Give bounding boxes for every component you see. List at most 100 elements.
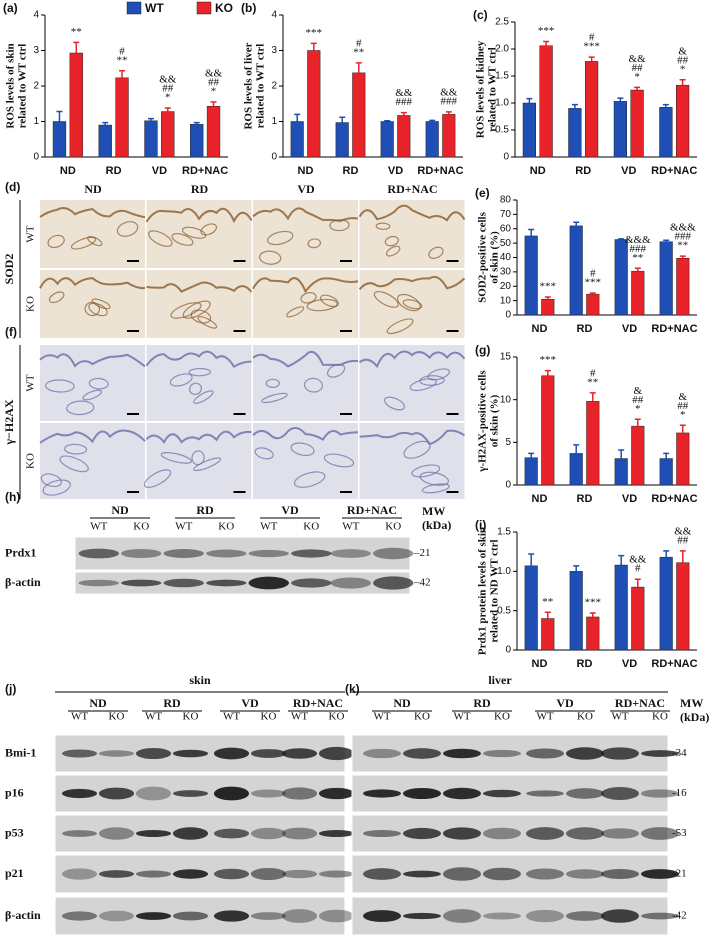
bar	[614, 458, 628, 486]
follicle	[59, 455, 89, 473]
y-tick-label: 2.5	[495, 17, 509, 28]
follicle	[261, 392, 288, 404]
lane-label: KO	[261, 711, 277, 723]
follicle	[300, 292, 317, 304]
bar	[614, 239, 628, 316]
follicle	[286, 306, 305, 318]
follicle	[402, 299, 423, 310]
error-bar	[429, 119, 436, 122]
bar	[352, 72, 366, 158]
blot-band	[318, 829, 355, 838]
mw-title: (kDa)	[680, 710, 709, 724]
lane-label: KO	[385, 521, 401, 533]
blot-band	[213, 828, 250, 839]
blot-band	[98, 827, 135, 840]
mw-label: -21	[672, 868, 687, 880]
blot-band	[135, 830, 172, 837]
x-tick-label: VD	[152, 165, 167, 177]
panel-label: (e)	[475, 186, 490, 200]
blot-band	[172, 869, 209, 879]
bar	[569, 453, 583, 486]
significance-label: &&	[629, 53, 647, 65]
error-bar	[528, 553, 535, 566]
blot-band	[483, 749, 521, 758]
error-bar	[663, 550, 670, 558]
tissue-edge	[146, 281, 253, 293]
blot-band	[248, 549, 289, 558]
x-tick-label: VD	[621, 165, 636, 177]
error-bar	[634, 578, 641, 588]
mw-label: –21	[413, 547, 431, 559]
blot-band	[61, 868, 98, 880]
blot-band	[483, 867, 521, 881]
bar	[659, 241, 673, 316]
x-tick-label: ND	[60, 165, 76, 177]
significance-label: &&&	[670, 222, 696, 234]
x-tick-label: RD	[577, 323, 593, 335]
panel-label: (h)	[5, 490, 20, 504]
row-label: KO	[25, 453, 37, 469]
blot-band	[641, 869, 679, 879]
y-axis-label: related to ND WT ctrl	[489, 539, 501, 642]
follicle	[171, 233, 194, 246]
tissue-edge	[252, 207, 359, 223]
significance-label: *	[634, 71, 640, 83]
blot-band	[250, 867, 287, 881]
blot-band	[281, 869, 318, 879]
significance-label: &	[679, 391, 688, 403]
row-label: WT	[25, 374, 37, 391]
error-bar	[618, 449, 625, 459]
micrograph	[253, 345, 358, 421]
y-tick-label: 80	[500, 195, 512, 206]
blot-band	[135, 870, 172, 878]
error-bar	[210, 101, 217, 107]
bar	[631, 586, 645, 651]
panel-label: (f)	[5, 325, 17, 339]
tissue-edge	[39, 353, 146, 368]
blot-band	[403, 827, 441, 840]
group-label: ND	[393, 696, 411, 710]
significance-label: &&	[395, 87, 413, 99]
blot-band	[330, 549, 371, 558]
error-bar	[679, 255, 686, 259]
blot-band	[566, 869, 604, 879]
follicle	[375, 222, 391, 230]
significance-label: ##	[162, 83, 174, 95]
error-bar	[589, 392, 596, 402]
panel-label: (i)	[475, 518, 486, 532]
x-tick-label: RD	[575, 165, 591, 177]
significance-label: *	[635, 403, 641, 415]
significance-label: ##	[677, 534, 689, 546]
panel-label: (k)	[345, 682, 360, 696]
bar	[613, 101, 628, 158]
follicle	[267, 230, 294, 246]
y-tick-label: 3	[33, 45, 39, 56]
micrograph	[146, 345, 252, 421]
follicle	[84, 301, 101, 317]
micrograph	[253, 200, 358, 268]
blot-band	[373, 547, 414, 560]
lane-label: KO	[183, 711, 199, 723]
follicle	[384, 235, 399, 247]
lane-label: KO	[109, 711, 125, 723]
y-tick-label: 0	[505, 310, 511, 321]
lane-label: WT	[260, 521, 277, 533]
group-label: RD+NAC	[615, 696, 665, 710]
significance-label: &	[678, 45, 687, 57]
significance-label: ***	[538, 25, 555, 37]
follicle	[66, 400, 95, 416]
bar	[586, 401, 600, 486]
error-bar	[589, 292, 596, 295]
blot-band	[250, 827, 287, 840]
y-tick-label: 20	[500, 281, 512, 292]
follicle	[197, 316, 218, 329]
y-axis-label: ROS levels of kidney	[475, 40, 487, 138]
follicle	[307, 238, 322, 249]
significance-label: #	[589, 32, 595, 44]
significance-label: &&	[205, 68, 223, 80]
x-tick-label: VD	[622, 493, 637, 505]
tissue-edge	[252, 277, 359, 294]
y-axis-label: γ-H2AX-positive cells	[477, 370, 489, 473]
blot-band	[566, 827, 604, 840]
y-tick-label: 1.5	[497, 527, 511, 538]
